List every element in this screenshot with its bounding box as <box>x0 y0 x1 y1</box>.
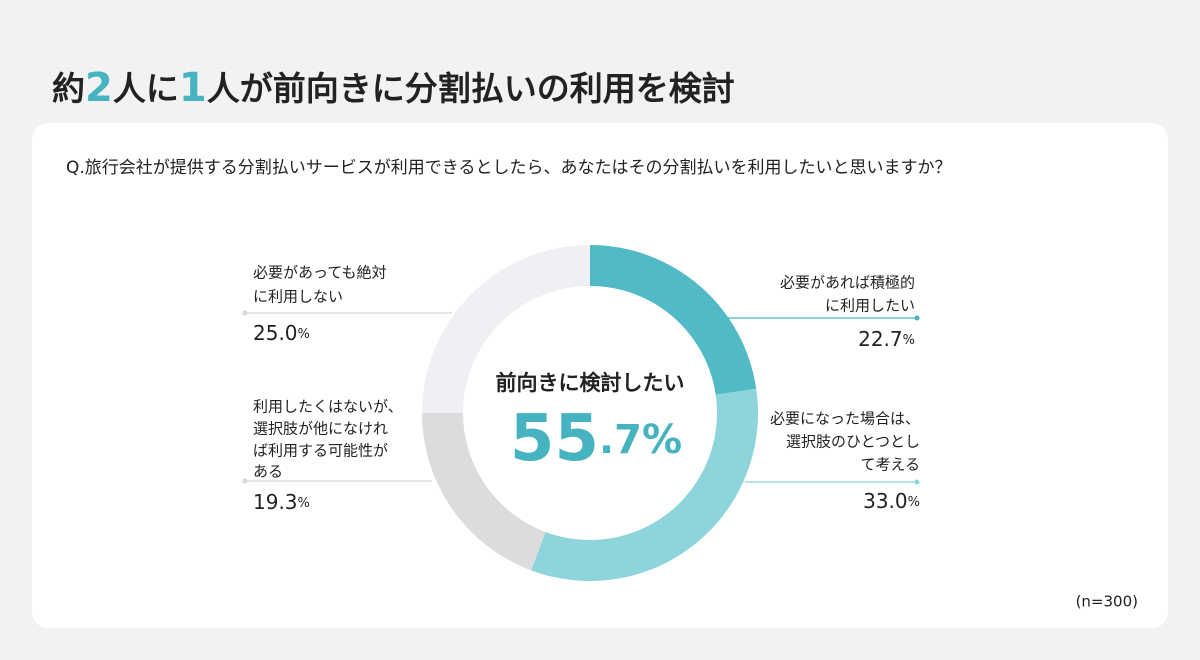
title-part: 人 <box>207 69 240 108</box>
title-part: 約 <box>52 69 85 108</box>
category-label: 利用したくはないが、 <box>253 398 403 416</box>
card <box>32 123 1168 628</box>
leader-dot <box>242 478 248 484</box>
donut-segment <box>421 413 546 571</box>
donut-segment <box>422 245 590 413</box>
leader-dot <box>914 315 920 321</box>
value-label: 19.3% <box>253 490 310 514</box>
category-label: 必要があっても絶対 <box>253 264 387 282</box>
leader-dot <box>914 479 920 485</box>
chart-title: 約2人に1人が前向きに分割払いの利用を検討 <box>52 65 735 111</box>
title-part: 1 <box>179 65 207 111</box>
category-label: 必要になった場合は、 <box>770 410 920 428</box>
leader-dot <box>242 310 248 316</box>
category-label: に利用しない <box>253 288 343 306</box>
note: (n=300) <box>1076 593 1138 611</box>
question: Q.旅行会社が提供する分割払いサービスが利用できるとしたら、あなたはその分割払い… <box>66 158 951 178</box>
donut <box>421 245 758 582</box>
category-label: 選択肢のひとつとし <box>786 433 920 451</box>
title-part: 2 <box>85 65 113 111</box>
category-label: ある <box>253 463 283 481</box>
value-label: 22.7% <box>858 327 915 351</box>
center-label: 前向きに検討したい <box>496 371 685 395</box>
category-label: 必要があれば積極的 <box>780 274 915 292</box>
title-part: が前向きに分割払いの利用を検討 <box>240 69 735 108</box>
title-part: 人に <box>113 69 179 108</box>
donut-segment <box>590 245 757 395</box>
category-label: に利用したい <box>825 297 915 315</box>
center-value: 55.7% <box>510 402 682 476</box>
category-label: ば利用する可能性が <box>253 442 388 460</box>
donut-segment <box>531 388 758 582</box>
category-label: 選択肢が他になけれ <box>253 420 388 438</box>
category-label: て考える <box>860 456 920 474</box>
value-label: 33.0% <box>863 489 920 513</box>
value-label: 25.0% <box>253 321 310 345</box>
